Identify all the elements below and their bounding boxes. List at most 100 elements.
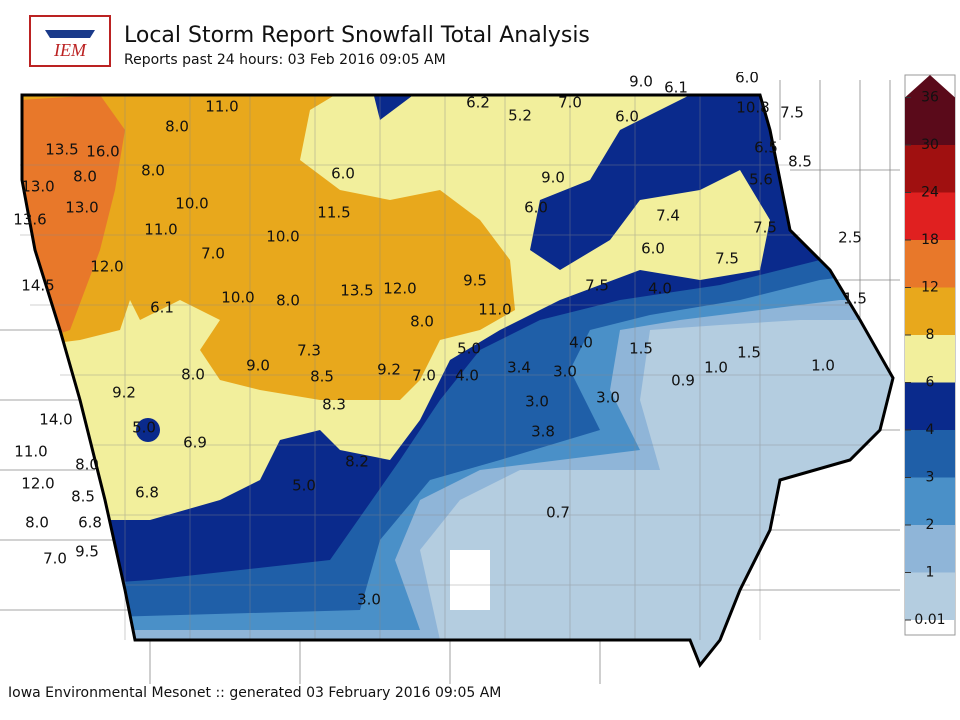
report-value: 6.9	[183, 434, 207, 452]
report-value: 5.0	[292, 477, 316, 495]
report-value: 4.0	[648, 280, 672, 298]
report-value: 3.4	[507, 359, 531, 377]
reports: 11.0 8.0 13.5 16.0 8.0 8.0 13.0 13.0 13.6 10.0 11.…	[13, 69, 867, 609]
report-value: 6.5	[754, 139, 778, 157]
zone-8	[22, 95, 515, 400]
report-value: 7.5	[780, 104, 804, 122]
report-value: 8.0	[276, 292, 300, 310]
subtitle: Reports past 24 hours: 03 Feb 2016 09:05…	[124, 52, 446, 68]
legend-bin	[905, 572, 955, 620]
report-value: 12.0	[383, 280, 416, 298]
report-value: 1.5	[629, 340, 653, 358]
report-value: 9.0	[246, 357, 270, 375]
footer-band	[0, 684, 960, 720]
report-value: 10.0	[175, 195, 208, 213]
report-value: 2.5	[838, 229, 862, 247]
legend-arrow	[905, 75, 955, 98]
report-value: 1.0	[811, 357, 835, 375]
legend-tick-label: 2	[926, 517, 935, 533]
report-value: 11.0	[478, 301, 511, 319]
report-value: 6.0	[735, 69, 759, 87]
report-value: 8.0	[165, 118, 189, 136]
report-value: 7.0	[412, 367, 436, 385]
legend-bin	[905, 477, 955, 525]
report-value: 8.5	[788, 153, 812, 171]
title: Local Storm Report Snowfall Total Analys…	[124, 23, 590, 48]
report-value: 5.2	[508, 107, 532, 125]
report-value: 7.0	[558, 94, 582, 112]
report-value: 9.2	[112, 384, 136, 402]
report-value: 10.0	[221, 289, 254, 307]
report-value: 0.9	[671, 372, 695, 390]
report-value: 6.0	[524, 199, 548, 217]
report-value: 8.0	[141, 162, 165, 180]
report-value: 9.0	[629, 73, 653, 91]
report-value: 7.5	[715, 250, 739, 268]
report-value: 6.8	[135, 484, 159, 502]
report-value: 3.0	[553, 363, 577, 381]
report-value: 6.1	[664, 79, 688, 97]
legend-bin	[905, 430, 955, 478]
report-value: 6.0	[641, 240, 665, 258]
report-value: 6.2	[466, 94, 490, 112]
report-value: 8.0	[181, 366, 205, 384]
legend-bin	[905, 335, 955, 383]
report-value: 5.0	[132, 419, 156, 437]
legend-bin	[905, 192, 955, 240]
logo-text: IEM	[53, 40, 87, 60]
legend-tick-label: 30	[921, 137, 939, 153]
report-value: 8.3	[322, 396, 346, 414]
report-value: 6.1	[150, 299, 174, 317]
report-value: 8.0	[73, 168, 97, 186]
report-value: 7.5	[585, 277, 609, 295]
legend-bin	[905, 287, 955, 335]
report-value: 7.0	[201, 245, 225, 263]
legend-tick-label: 18	[921, 232, 939, 248]
logo-icon	[45, 30, 95, 38]
legend-bin	[905, 145, 955, 193]
report-value: 9.5	[75, 543, 99, 561]
report-value: 16.0	[86, 143, 119, 161]
report-value: 3.8	[531, 423, 555, 441]
legend-tick-label: 4	[926, 422, 935, 438]
legend-tick-label: 1	[926, 565, 935, 581]
zone-4-spot	[136, 418, 160, 442]
report-value: 11.5	[317, 204, 350, 222]
legend-tick-label: 0.01	[914, 612, 945, 628]
legend-tick-label: 6	[926, 375, 935, 391]
report-value: 6.0	[615, 108, 639, 126]
legend-tick-label: 3	[926, 470, 935, 486]
report-value: 11.0	[205, 98, 238, 116]
report-value: 11.0	[144, 221, 177, 239]
outside-county-lines	[0, 80, 900, 685]
report-value: 5.0	[457, 340, 481, 358]
report-value: 4.0	[569, 334, 593, 352]
report-value: 8.5	[310, 368, 334, 386]
report-value: 8.0	[25, 514, 49, 532]
report-value: 8.2	[345, 453, 369, 471]
legend-bin	[905, 97, 955, 145]
legend-tick-label: 24	[921, 185, 939, 201]
report-value: 1.0	[704, 359, 728, 377]
report-value: 9.0	[541, 169, 565, 187]
report-value: 1.5	[843, 290, 867, 308]
legend-bin	[905, 382, 955, 430]
report-value: 3.0	[596, 389, 620, 407]
footer: Iowa Environmental Mesonet :: generated …	[8, 685, 501, 701]
report-value: 13.5	[45, 141, 78, 159]
legend-bin	[905, 240, 955, 288]
report-value: 8.5	[71, 488, 95, 506]
legend-tick-label: 36	[921, 90, 939, 106]
report-value: 13.0	[21, 178, 54, 196]
report-value: 5.6	[749, 171, 773, 189]
report-value: 13.0	[65, 199, 98, 217]
legend-tick-label: 8	[926, 327, 935, 343]
report-value: 7.0	[43, 550, 67, 568]
report-value: 6.0	[331, 165, 355, 183]
report-value: 13.6	[13, 211, 46, 229]
report-value: 4.0	[455, 367, 479, 385]
report-value: 1.5	[737, 344, 761, 362]
report-value: 6.8	[78, 514, 102, 532]
